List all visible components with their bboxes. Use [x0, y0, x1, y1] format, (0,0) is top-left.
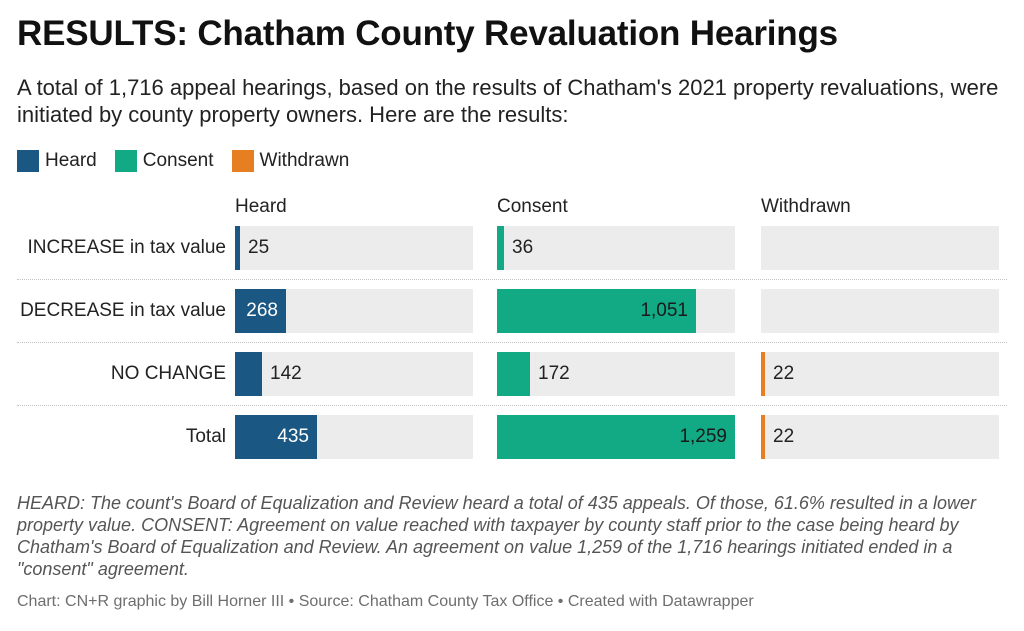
bar-consent-decrease-in-tax-value: [497, 289, 696, 333]
row-separator: [17, 342, 1007, 343]
legend: Heard Consent Withdrawn: [17, 150, 367, 172]
column-header-consent: Consent: [497, 196, 568, 217]
bar-track-heard: 25: [235, 226, 473, 270]
bar-consent-increase-in-tax-value: [497, 226, 504, 270]
bar-track-consent: 1,259: [497, 415, 735, 459]
chart-notes: HEARD: The count's Board of Equalization…: [17, 493, 976, 579]
chart-source: Chart: CN+R graphic by Bill Horner III •…: [17, 593, 754, 610]
row-label-increase-in-tax-value: INCREASE in tax value: [27, 237, 226, 258]
legend-item-heard: Heard: [17, 150, 97, 172]
bar-track-withdrawn: 22: [761, 415, 999, 459]
bar-heard-total: [235, 415, 317, 459]
bar-track-withdrawn: 22: [761, 352, 999, 396]
row-label-decrease-in-tax-value: DECREASE in tax value: [20, 300, 226, 321]
legend-swatch-consent: [114, 150, 137, 172]
data-label-heard-total: 435: [277, 426, 309, 447]
legend-label-consent: Consent: [142, 150, 214, 171]
legend-item-withdrawn: Withdrawn: [231, 150, 350, 172]
legend-swatch-heard: [17, 150, 39, 172]
bar-consent-total: [497, 415, 735, 459]
bar-heard-increase-in-tax-value: [235, 226, 240, 270]
legend-label-withdrawn: Withdrawn: [259, 150, 350, 171]
data-label-heard-decrease-in-tax-value: 268: [246, 300, 278, 321]
data-label-withdrawn-total: 22: [773, 426, 795, 447]
bar-heard-no-change: [235, 352, 262, 396]
row-label-no-change: NO CHANGE: [110, 363, 226, 384]
legend-swatch-withdrawn: [231, 150, 254, 172]
chart-title: RESULTS: Chatham County Revaluation Hear…: [17, 14, 838, 53]
bar-withdrawn-total: [761, 415, 765, 459]
row-separator: [17, 279, 1007, 280]
legend-label-heard: Heard: [45, 150, 97, 171]
bar-track-heard: 142: [235, 352, 473, 396]
bar-track-consent: 1,051: [497, 289, 735, 333]
column-header-withdrawn: Withdrawn: [761, 196, 851, 217]
bar-withdrawn-no-change: [761, 352, 765, 396]
row-separator: [17, 405, 1007, 406]
data-label-withdrawn-no-change: 22: [773, 363, 795, 384]
bar-track-consent: 36: [497, 226, 735, 270]
column-header-heard: Heard: [235, 196, 287, 217]
data-label-consent-increase-in-tax-value: 36: [512, 237, 534, 258]
bar-track-heard: 268: [235, 289, 473, 333]
data-label-consent-total: 1,259: [679, 426, 727, 447]
bar-consent-no-change: [497, 352, 530, 396]
bar-track-heard: 435: [235, 415, 473, 459]
data-label-consent-decrease-in-tax-value: 1,051: [640, 300, 688, 321]
bar-track-withdrawn: [761, 289, 999, 333]
data-label-consent-no-change: 172: [538, 363, 570, 384]
bar-heard-decrease-in-tax-value: [235, 289, 286, 333]
chart-subtitle: A total of 1,716 appeal hearings, based …: [17, 75, 999, 127]
data-label-heard-increase-in-tax-value: 25: [248, 237, 270, 258]
bar-track-withdrawn: [761, 226, 999, 270]
data-label-heard-no-change: 142: [270, 363, 302, 384]
bar-track-consent: 172: [497, 352, 735, 396]
legend-item-consent: Consent: [114, 150, 214, 172]
row-label-total: Total: [185, 426, 226, 447]
